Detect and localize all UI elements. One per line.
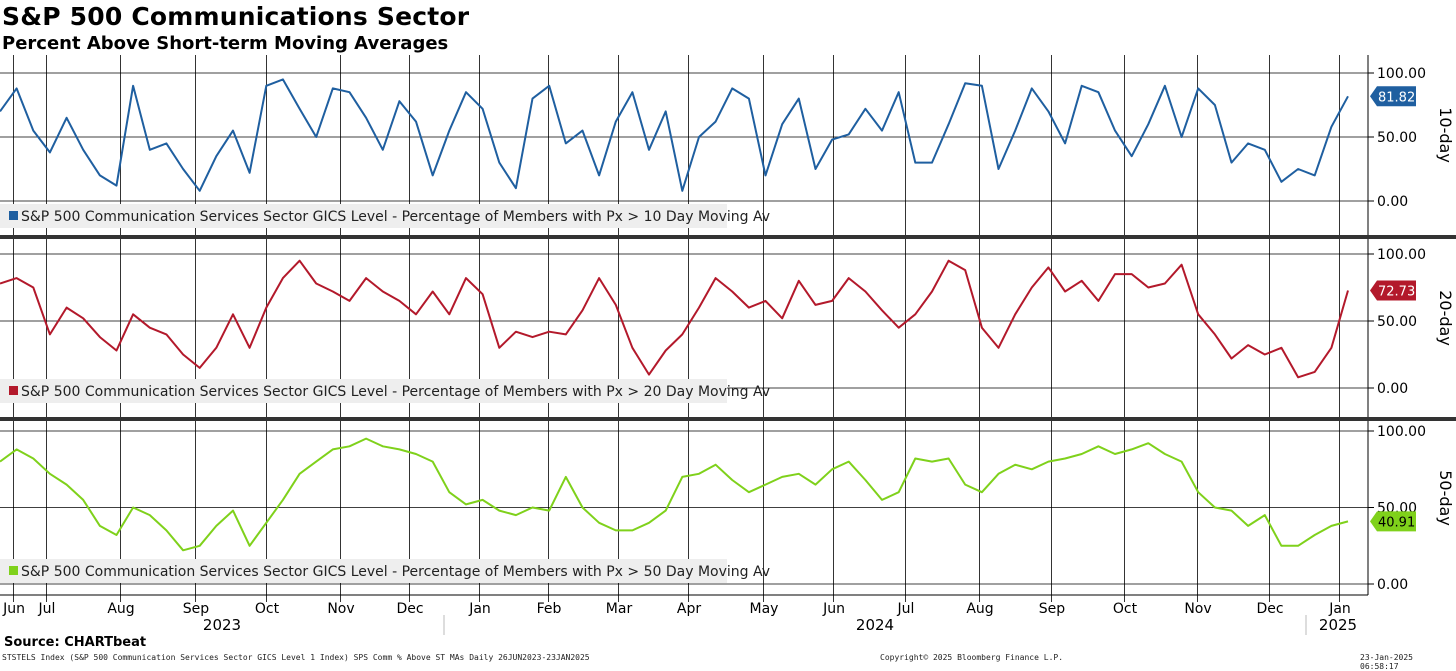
legend-label: S&P 500 Communication Services Sector GI…	[21, 384, 770, 400]
last-value-label: 40.91	[1378, 515, 1415, 530]
x-tick-label: Aug	[107, 601, 134, 617]
chart-title: S&P 500 Communications Sector	[2, 2, 470, 31]
chart-canvas: 0.00 50.00 100.00 S&P 500 Communication Ser…	[0, 55, 1456, 635]
timestamp: 23-Jan-2025 06:58:17	[1360, 653, 1413, 671]
x-tick-label: Nov	[1184, 601, 1211, 617]
x-tick-label: Jan	[468, 601, 491, 617]
x-tick-label: Sep	[1039, 601, 1066, 617]
x-year-label: 2024	[856, 616, 894, 634]
x-tick-label: Aug	[966, 601, 993, 617]
x-year-label: 2023	[203, 616, 241, 634]
ticker-info: STSTELS Index (S&P 500 Communication Ser…	[2, 653, 590, 662]
y-tick-label: 0.00	[1377, 194, 1408, 210]
y-tick-label: 50.00	[1377, 314, 1417, 330]
x-tick-label: Jun	[822, 601, 845, 617]
legend-swatch	[9, 386, 18, 395]
series-line	[0, 437, 1349, 552]
last-value-tag	[1370, 280, 1416, 301]
x-tick-label: Sep	[183, 601, 210, 617]
y-tick-label: 100.00	[1377, 424, 1426, 440]
y-tick-label: 100.00	[1377, 247, 1426, 263]
panel-separator	[0, 417, 1456, 421]
last-value-label: 72.73	[1378, 285, 1415, 300]
legend-box	[0, 204, 727, 228]
series-line	[0, 78, 1349, 192]
x-tick-label: Oct	[1113, 601, 1138, 617]
panel-right-label: 10-day	[1436, 107, 1455, 163]
y-tick-label: 50.00	[1377, 130, 1417, 146]
x-tick-label: Dec	[396, 601, 423, 617]
legend-label: S&P 500 Communication Services Sector GI…	[21, 564, 770, 580]
x-tick-label: Mar	[606, 601, 633, 617]
legend-label: S&P 500 Communication Services Sector GI…	[21, 209, 770, 225]
legend-box	[0, 559, 727, 583]
x-tick-label: May	[750, 601, 779, 617]
series-line	[0, 259, 1349, 379]
x-tick-label: Jun	[2, 601, 25, 617]
x-tick-label: Jul	[38, 601, 56, 617]
panel-right-label: 50-day	[1436, 470, 1455, 526]
x-year-label: 2025	[1319, 616, 1357, 634]
legend-swatch	[9, 566, 18, 575]
x-tick-label: Oct	[255, 601, 280, 617]
last-value-tag	[1370, 86, 1416, 107]
x-tick-label: Apr	[677, 601, 701, 617]
x-tick-label: Dec	[1256, 601, 1283, 617]
chart-subtitle: Percent Above Short-term Moving Averages	[2, 33, 449, 54]
last-value-label: 81.82	[1378, 90, 1415, 105]
legend-box	[0, 379, 727, 403]
x-tick-label: Feb	[537, 601, 562, 617]
x-tick-label: Jul	[897, 601, 915, 617]
panel-separator	[0, 235, 1456, 239]
x-tick-label: Jan	[1328, 601, 1351, 617]
source-label: Source: CHARTbeat	[4, 635, 147, 650]
last-value-tag	[1370, 511, 1416, 532]
y-tick-label: 0.00	[1377, 381, 1408, 397]
copyright: Copyright© 2025 Bloomberg Finance L.P.	[880, 653, 1064, 662]
panel-right-label: 20-day	[1436, 290, 1455, 346]
y-tick-label: 0.00	[1377, 577, 1408, 593]
y-tick-label: 100.00	[1377, 66, 1426, 82]
x-tick-label: Nov	[327, 601, 354, 617]
legend-swatch	[9, 211, 18, 220]
